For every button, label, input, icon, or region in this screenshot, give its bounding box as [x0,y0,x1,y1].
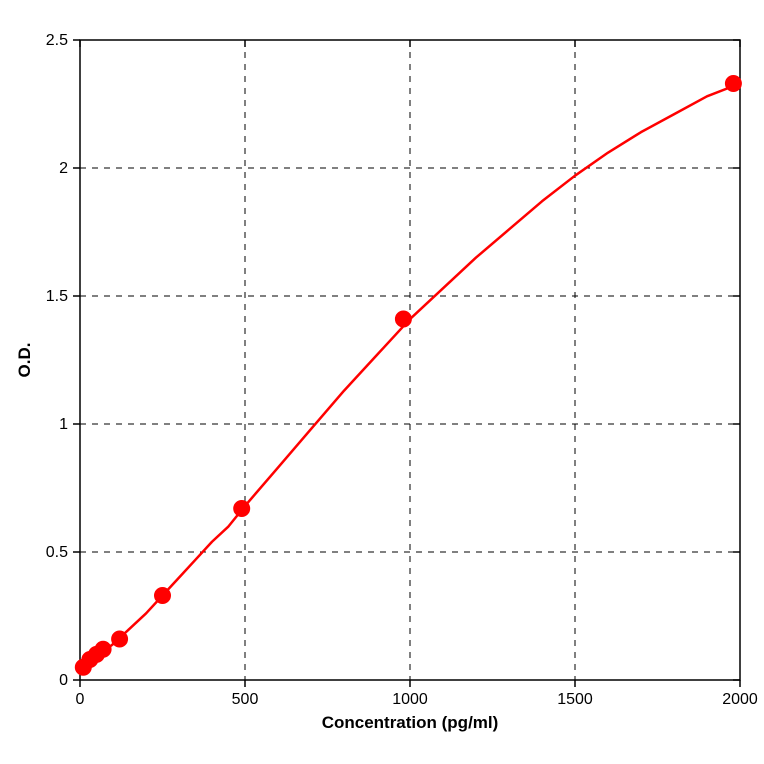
y-tick-label: 1 [59,416,68,433]
y-axis-label: O.D. [15,343,34,378]
data-marker [725,76,741,92]
data-marker [155,588,171,604]
data-marker [395,311,411,327]
y-tick-label: 0 [59,672,68,689]
y-tick-label: 2 [59,160,68,177]
x-tick-label: 0 [76,691,85,708]
chart-container: 0 500 1000 1500 2000 0 0.5 1 1.5 2 2.5 Concentratio… [0,0,764,764]
y-tick-label: 1.5 [46,288,68,305]
x-tick-label: 500 [232,691,259,708]
x-tick-label: 2000 [722,691,758,708]
data-marker [112,631,128,647]
data-marker [234,500,250,516]
chart-background [0,0,764,764]
x-tick-label: 1000 [392,691,428,708]
x-axis-label: Concentration (pg/ml) [322,713,499,732]
y-tick-label: 0.5 [46,544,68,561]
x-tick-label: 1500 [557,691,593,708]
standard-curve-chart: 0 500 1000 1500 2000 0 0.5 1 1.5 2 2.5 Concentratio… [0,0,764,764]
y-tick-label: 2.5 [46,32,68,49]
data-marker [95,641,111,657]
